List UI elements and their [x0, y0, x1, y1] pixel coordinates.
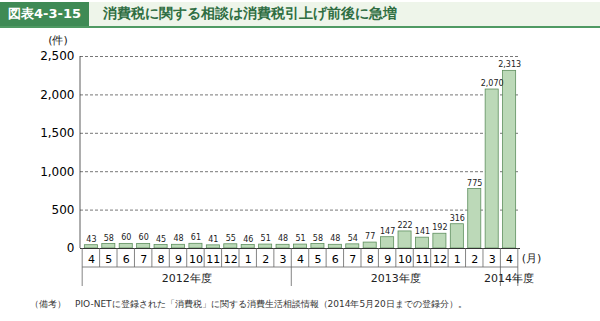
svg-text:5: 5 [314, 253, 321, 266]
svg-text:9: 9 [384, 253, 391, 266]
html-text:消費税に関する相談は消費税引上げ前後に急増: 消費税に関する相談は消費税引上げ前後に急増 [103, 5, 397, 21]
svg-text:1,000: 1,000 [40, 165, 74, 179]
svg-text:45: 45 [156, 235, 166, 244]
svg-text:48: 48 [173, 234, 183, 243]
svg-text:11: 11 [415, 253, 429, 266]
svg-text:0: 0 [67, 241, 75, 255]
svg-text:9: 9 [175, 253, 182, 266]
html-text:図表4-3-15: 図表4-3-15 [8, 6, 81, 21]
svg-text:2,500: 2,500 [40, 49, 74, 63]
svg-text:316: 316 [450, 214, 465, 223]
svg-text:3: 3 [489, 253, 496, 266]
svg-text:43: 43 [86, 235, 96, 244]
svg-text:141: 141 [415, 227, 430, 236]
svg-text:5: 5 [105, 253, 112, 266]
html-text:（備考） PIO-NETに登録された「消費税」に関する消費生: （備考） PIO-NETに登録された「消費税」に関する消費生活相談情報（2014… [30, 299, 467, 309]
svg-text:58: 58 [104, 234, 114, 243]
svg-text:51: 51 [261, 234, 271, 243]
svg-text:46: 46 [243, 235, 253, 244]
svg-text:500: 500 [52, 203, 75, 217]
svg-text:54: 54 [348, 234, 358, 243]
svg-text:12: 12 [433, 253, 447, 266]
svg-text:2: 2 [471, 253, 478, 266]
svg-text:60: 60 [139, 233, 149, 242]
svg-text:6: 6 [332, 253, 339, 266]
svg-text:7: 7 [349, 253, 356, 266]
svg-text:48: 48 [330, 234, 340, 243]
svg-text:6: 6 [123, 253, 130, 266]
svg-text:11: 11 [206, 253, 220, 266]
svg-text:12: 12 [224, 253, 238, 266]
svg-text:(件): (件) [48, 34, 68, 47]
svg-text:2,313: 2,313 [498, 60, 521, 69]
svg-text:1: 1 [245, 253, 252, 266]
svg-text:61: 61 [191, 233, 201, 242]
svg-text:4: 4 [88, 253, 95, 266]
svg-text:7: 7 [140, 253, 147, 266]
svg-text:775: 775 [467, 179, 482, 188]
svg-text:2014年度: 2014年度 [484, 272, 534, 285]
svg-text:222: 222 [397, 221, 412, 230]
svg-text:1,500: 1,500 [40, 126, 74, 140]
svg-text:192: 192 [432, 223, 447, 232]
svg-text:60: 60 [121, 233, 131, 242]
svg-text:1: 1 [454, 253, 461, 266]
svg-text:8: 8 [367, 253, 374, 266]
svg-text:58: 58 [313, 234, 323, 243]
svg-text:147: 147 [380, 227, 395, 236]
svg-text:3: 3 [280, 253, 287, 266]
svg-text:51: 51 [295, 234, 305, 243]
svg-text:10: 10 [398, 253, 412, 266]
svg-text:55: 55 [226, 234, 236, 243]
svg-text:8: 8 [158, 253, 165, 266]
svg-text:4: 4 [506, 253, 513, 266]
svg-text:2013年度: 2013年度 [371, 272, 421, 285]
svg-text:2: 2 [262, 253, 269, 266]
svg-text:48: 48 [278, 234, 288, 243]
svg-text:4: 4 [297, 253, 304, 266]
svg-text:(月): (月) [522, 252, 542, 265]
svg-text:2,000: 2,000 [40, 88, 74, 102]
svg-text:2012年度: 2012年度 [162, 272, 212, 285]
svg-text:77: 77 [365, 232, 375, 241]
svg-text:10: 10 [189, 253, 203, 266]
svg-text:41: 41 [208, 235, 218, 244]
svg-text:2,070: 2,070 [481, 79, 504, 88]
